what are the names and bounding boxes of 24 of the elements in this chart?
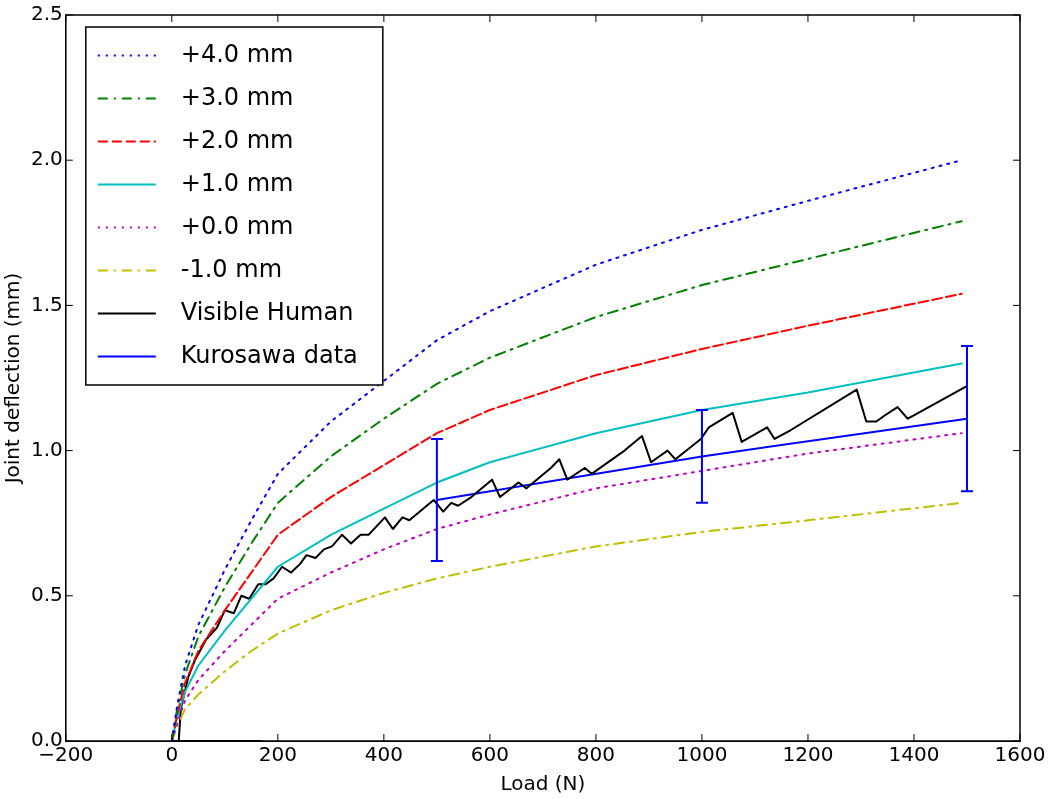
legend-label: +0.0 mm xyxy=(180,211,294,240)
x-tick-label: 1400 xyxy=(888,742,940,767)
x-tick-label: 1200 xyxy=(782,742,834,767)
legend-label: +2.0 mm xyxy=(180,125,294,154)
x-tick-label: 600 xyxy=(470,742,509,767)
x-tick-label: 800 xyxy=(576,742,616,767)
legend-label: -1.0 mm xyxy=(180,254,283,283)
x-tick-label: 0 xyxy=(165,742,179,767)
y-tick-label: 2.0 xyxy=(30,146,63,171)
y-tick-label: 0.5 xyxy=(30,582,63,606)
y-tick-label: 2.5 xyxy=(30,1,63,26)
x-axis-title: Load (N) xyxy=(500,771,586,796)
y-tick-label: 1.5 xyxy=(30,291,63,316)
y-axis-title: Joint deflection (mm) xyxy=(0,272,25,486)
legend-label: +4.0 mm xyxy=(180,39,294,68)
y-tick-label: 1.0 xyxy=(30,436,63,461)
legend-label: Visible Human xyxy=(180,297,354,326)
x-tick-label: 1000 xyxy=(676,742,728,767)
x-tick-label: 200 xyxy=(258,742,297,767)
legend-label: +3.0 mm xyxy=(180,82,294,111)
legend-label: +1.0 mm xyxy=(180,168,294,197)
legend-label: Kurosawa data xyxy=(180,340,358,369)
x-tick-label: 1600 xyxy=(994,742,1046,767)
x-tick-label: 400 xyxy=(364,742,403,767)
